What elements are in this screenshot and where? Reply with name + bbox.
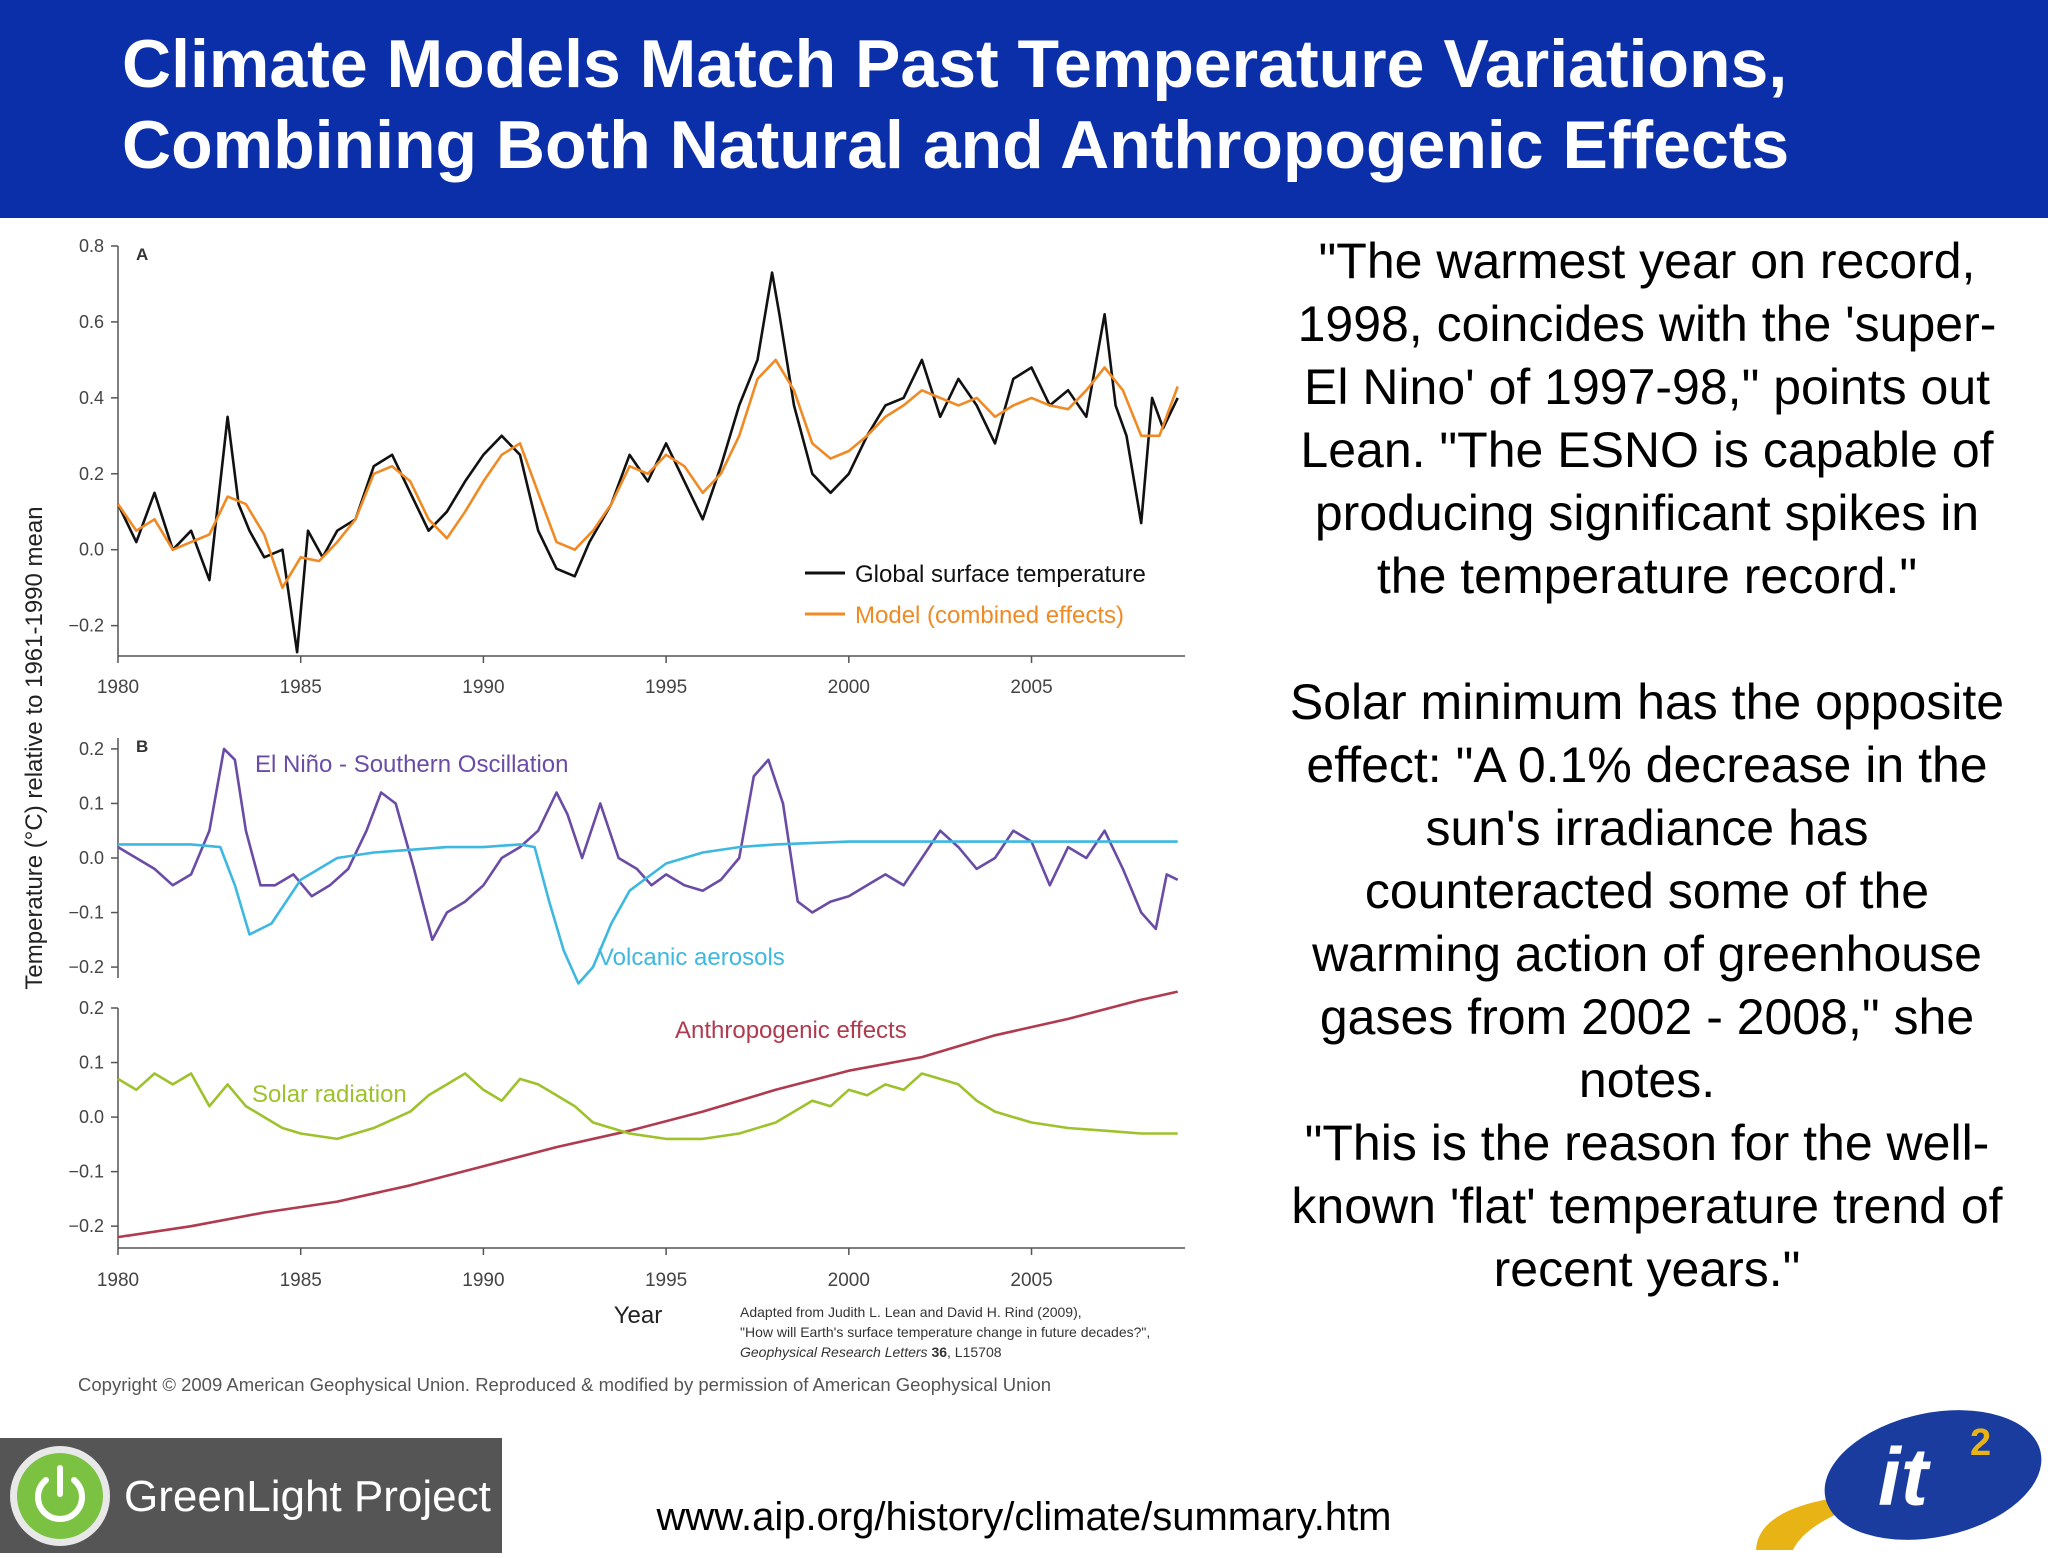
it2-logo: it 2 <box>1748 1400 2048 1558</box>
series-label: El Niño - Southern Oscillation <box>255 751 568 778</box>
quote-line: 1998, coincides with the 'super- <box>1297 296 1997 352</box>
citation-pages: , L15708 <box>947 1344 1002 1360</box>
x-tick-label: 2005 <box>1010 677 1052 698</box>
series-label: Volcanic aerosols <box>598 944 785 971</box>
climate-figure: 1980 1985 1990 1995 2000 2005 −0.2 0.0 0.2 0.4 0.6… <box>21 236 1185 1395</box>
panel-c: 1980 1985 1990 1995 2000 2005 −0.2 −0.1 0.0 0.1 0.… <box>68 990 1185 1291</box>
x-tick-label: 1995 <box>645 677 687 698</box>
series-line <box>117 990 1178 1239</box>
panel-label: A <box>136 245 148 264</box>
power-symbol-arc <box>35 1477 85 1522</box>
y-tick-label: 0.2 <box>79 739 104 759</box>
quote-line: recent years." <box>1493 1241 1801 1297</box>
x-tick-label: 1990 <box>462 1270 504 1291</box>
title-banner <box>0 0 2048 218</box>
series-line <box>117 1072 1178 1141</box>
source-url: www.aip.org/history/climate/summary.htm <box>656 1495 1392 1539</box>
it2-logo-letters: it <box>1878 1432 1932 1523</box>
panel-b: −0.2 −0.1 0.0 0.1 0.2 B El Niño - Southern Osc… <box>68 737 1179 985</box>
quote-line: counteracted some of the <box>1364 863 1930 919</box>
slide-title: Climate Models Match Past Temperature Va… <box>122 24 2002 186</box>
y-tick-label: 0.8 <box>79 236 104 256</box>
y-tick-label: −0.2 <box>68 1216 104 1236</box>
quote-line: sun's irradiance has <box>1425 800 1869 856</box>
citation-journal: Geophysical Research Letters <box>740 1344 931 1360</box>
y-tick-label: 0.2 <box>79 998 104 1018</box>
y-axis-label: Temperature (°C) relative to 1961-1990 m… <box>21 506 48 989</box>
quote-line: "This is the reason for the well- <box>1304 1115 1990 1171</box>
x-axis-label: Year <box>614 1302 663 1329</box>
y-tick-label: −0.1 <box>68 903 104 923</box>
x-tick-label: 2000 <box>828 1270 870 1291</box>
series-label: Model (combined effects) <box>855 602 1124 629</box>
y-tick-label: 0.4 <box>79 388 104 408</box>
greenlight-project-logo: GreenLight Project <box>0 1438 502 1553</box>
quote-line: producing significant spikes in <box>1314 485 1980 541</box>
series-line <box>116 271 1179 654</box>
quote-line: effect: "A 0.1% decrease in the <box>1306 737 1988 793</box>
y-tick-label: −0.2 <box>68 616 104 636</box>
x-tick-label: 1985 <box>280 677 322 698</box>
series-label: Global surface temperature <box>855 561 1146 588</box>
series-label: Solar radiation <box>252 1081 407 1108</box>
slide-title-line-2: Combining Both Natural and Anthropogenic… <box>122 107 1790 183</box>
x-tick-label: 1980 <box>97 1270 139 1291</box>
y-tick-label: −0.2 <box>68 957 104 977</box>
series-label: Anthropogenic effects <box>675 1017 907 1044</box>
quote-line: warming action of greenhouse <box>1312 926 1982 982</box>
x-tick-label: 1980 <box>97 677 139 698</box>
x-tick-label: 2000 <box>828 677 870 698</box>
y-tick-label: 0.2 <box>79 464 104 484</box>
y-tick-label: 0.0 <box>79 1107 104 1127</box>
x-tick-label: 1985 <box>280 1270 322 1291</box>
y-tick-label: 0.6 <box>79 312 104 332</box>
quote-text: "The warmest year on record, 1998, coinci… <box>1262 230 2032 1301</box>
quote-line: "The warmest year on record, <box>1318 233 1976 289</box>
y-tick-label: 0.0 <box>79 848 104 868</box>
x-tick-label: 2005 <box>1010 1270 1052 1291</box>
panel-a: 1980 1985 1990 1995 2000 2005 −0.2 0.0 0.2 0.4 0.6… <box>68 236 1185 698</box>
slide-title-line-1: Climate Models Match Past Temperature Va… <box>122 26 1788 102</box>
quote-line: Lean. "The ESNO is capable of <box>1300 422 1994 478</box>
y-tick-label: 0.1 <box>79 1053 104 1073</box>
series-line <box>116 358 1179 590</box>
series-line <box>117 747 1179 942</box>
citation-line-1: Adapted from Judith L. Lean and David H.… <box>740 1304 1082 1320</box>
x-tick-label: 1990 <box>462 677 504 698</box>
it2-logo-ellipse <box>1824 1410 2042 1540</box>
greenlight-logo-text: GreenLight Project <box>124 1472 491 1521</box>
quote-line: Solar minimum has the opposite <box>1289 674 2005 730</box>
copyright-notice: Copyright © 2009 American Geophysical Un… <box>78 1374 1051 1395</box>
citation-line-3: Geophysical Research Letters 36, L15708 <box>740 1344 1002 1360</box>
citation-line-2: "How will Earth's surface temperature ch… <box>740 1324 1150 1340</box>
x-tick-label: 1995 <box>645 1270 687 1291</box>
quote-spacer <box>1262 608 2032 671</box>
quote-line: El Nino' of 1997-98," points out <box>1303 359 1991 415</box>
it2-logo-superscript: 2 <box>1970 1422 1991 1464</box>
y-tick-label: 0.1 <box>79 793 104 813</box>
quote-line: the temperature record." <box>1376 548 1918 604</box>
quote-line: known 'flat' temperature trend of <box>1291 1178 2003 1234</box>
it2-logo-swoosh <box>1756 1492 1898 1550</box>
series-line <box>118 840 1178 985</box>
y-tick-label: −0.1 <box>68 1162 104 1182</box>
quote-line: notes. <box>1578 1052 1716 1108</box>
y-tick-label: 0.0 <box>79 540 104 560</box>
panel-label: B <box>136 737 148 756</box>
citation-volume: 36 <box>931 1344 947 1360</box>
quote-line: gases from 2002 - 2008," she <box>1319 989 1975 1045</box>
